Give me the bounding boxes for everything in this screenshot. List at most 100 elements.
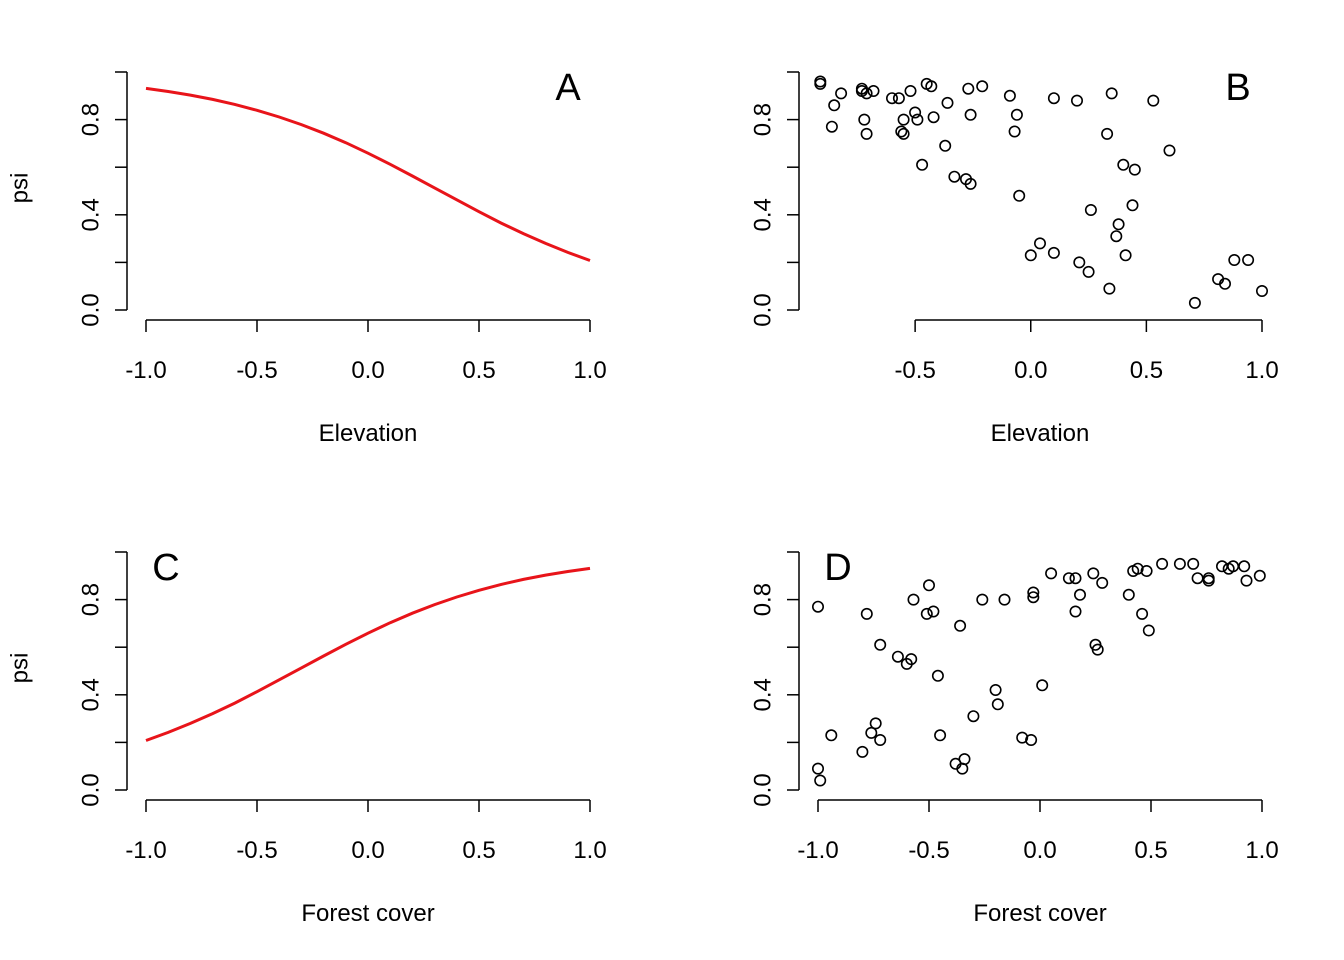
panel-label: D xyxy=(824,547,851,589)
panel-d: 0.0 0.4 0.8 -1.0 -0.5 0.0 0.5 1.0 Forest cover D xyxy=(750,547,1279,927)
data-point xyxy=(897,127,910,140)
data-point xyxy=(814,774,827,787)
data-point xyxy=(1010,108,1023,121)
data-point xyxy=(1024,249,1037,262)
y-tick-label: 0.0 xyxy=(750,293,777,326)
data-point xyxy=(1191,572,1204,585)
data-point xyxy=(856,745,869,758)
y-tick-label: 0.8 xyxy=(750,583,777,616)
panel-b: 0.0 0.4 0.8 -0.5 0.0 0.5 1.0 Elevation B xyxy=(750,67,1279,447)
data-point xyxy=(885,92,898,105)
data-point xyxy=(1202,572,1215,585)
y-tick-label: 0.4 xyxy=(750,198,777,231)
data-point xyxy=(1112,218,1125,231)
x-tick-label: 1.0 xyxy=(1245,357,1278,384)
data-point xyxy=(1025,733,1038,746)
data-point xyxy=(1117,158,1130,171)
data-point xyxy=(1163,144,1176,157)
y-tick-label: 0.4 xyxy=(750,678,777,711)
data-point xyxy=(860,607,873,620)
data-point xyxy=(939,139,952,152)
data-point xyxy=(1131,562,1144,575)
data-point xyxy=(998,593,1011,606)
data-point xyxy=(1027,591,1040,604)
data-point xyxy=(1003,89,1016,102)
data-point xyxy=(1045,567,1058,580)
x-tick-label: 0.5 xyxy=(462,357,495,384)
data-point xyxy=(911,113,924,126)
x-tick-label: 0.0 xyxy=(351,357,384,384)
data-point xyxy=(1082,265,1095,278)
data-point xyxy=(909,106,922,119)
x-tick-label: -0.5 xyxy=(894,357,935,384)
data-point xyxy=(892,92,905,105)
data-point xyxy=(1136,607,1149,620)
data-point xyxy=(1238,560,1251,573)
data-point xyxy=(934,729,947,742)
data-point xyxy=(1069,572,1082,585)
data-point xyxy=(1047,246,1060,259)
data-point xyxy=(1034,237,1047,250)
x-tick-label: 0.5 xyxy=(1134,837,1167,864)
data-point xyxy=(1071,94,1084,107)
data-point xyxy=(922,579,935,592)
x-axis-title: Forest cover xyxy=(973,900,1106,927)
data-point xyxy=(1142,624,1155,637)
data-point xyxy=(860,127,873,140)
x-tick-label: 0.5 xyxy=(1130,357,1163,384)
x-tick-label: -0.5 xyxy=(908,837,949,864)
data-point xyxy=(962,82,975,95)
data-point xyxy=(1105,87,1118,100)
panel-label: A xyxy=(555,67,581,109)
x-tick-label: 1.0 xyxy=(573,837,606,864)
data-point xyxy=(948,170,961,183)
data-point xyxy=(964,177,977,190)
y-tick-label: 0.8 xyxy=(750,103,777,136)
data-point xyxy=(1126,199,1139,212)
data-point xyxy=(814,77,827,90)
data-point xyxy=(989,683,1002,696)
data-point xyxy=(1188,296,1201,309)
data-point xyxy=(860,87,873,100)
x-tick-label: -0.5 xyxy=(236,357,277,384)
x-tick-label: 1.0 xyxy=(573,357,606,384)
data-point xyxy=(811,600,824,613)
y-tick-label: 0.4 xyxy=(78,678,105,711)
x-tick-label: 0.0 xyxy=(1023,837,1056,864)
series-line xyxy=(145,566,591,742)
panel-label: C xyxy=(152,547,179,589)
data-point xyxy=(1219,277,1232,290)
data-point xyxy=(825,729,838,742)
x-tick-label: 0.0 xyxy=(351,837,384,864)
data-point xyxy=(976,593,989,606)
data-point xyxy=(858,113,871,126)
data-point xyxy=(1216,560,1229,573)
x-tick-label: -1.0 xyxy=(797,837,838,864)
x-tick-label: 1.0 xyxy=(1245,837,1278,864)
data-point xyxy=(905,653,918,666)
data-point xyxy=(825,120,838,133)
data-point xyxy=(1202,574,1215,587)
y-axis-title: psi xyxy=(7,173,34,204)
data-point xyxy=(1103,282,1116,295)
data-point xyxy=(927,605,940,618)
data-point xyxy=(1240,574,1253,587)
x-axis-title: Elevation xyxy=(991,420,1090,447)
x-axis-title: Forest cover xyxy=(301,900,434,927)
data-point xyxy=(1187,557,1200,570)
data-point xyxy=(920,607,933,620)
data-point xyxy=(1062,572,1075,585)
data-point xyxy=(954,619,967,632)
data-point xyxy=(1256,284,1269,297)
data-point xyxy=(1242,254,1255,267)
data-point xyxy=(916,158,929,171)
data-point xyxy=(1122,588,1135,601)
data-point xyxy=(1128,163,1141,176)
data-point xyxy=(1101,127,1114,140)
data-point xyxy=(1253,569,1266,582)
x-tick-label: -1.0 xyxy=(125,357,166,384)
y-tick-label: 0.0 xyxy=(78,773,105,806)
data-point xyxy=(1087,567,1100,580)
data-point xyxy=(828,99,841,112)
